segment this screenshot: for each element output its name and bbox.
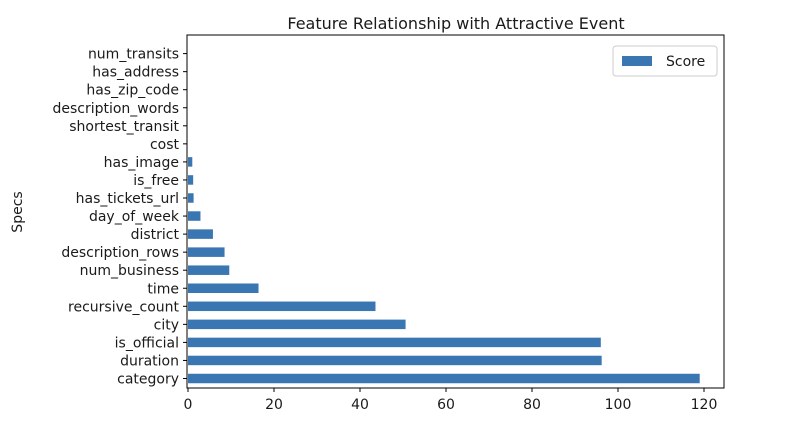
x-tick-label: 20 (265, 397, 283, 413)
x-tick-label: 100 (605, 397, 632, 413)
y-tick-label-recursive_count: recursive_count (68, 299, 179, 315)
x-tick-label: 120 (691, 397, 718, 413)
y-tick-label-district: district (131, 227, 180, 243)
bar-duration (188, 355, 602, 366)
y-tick-label-has_address: has_address (92, 65, 179, 81)
bar-description_rows (188, 247, 225, 257)
bar-city (188, 319, 406, 330)
y-tick-label-city: city (154, 317, 179, 333)
plot-frame (186, 34, 725, 389)
y-tick-label-is_official: is_official (115, 335, 179, 351)
bar-recursive_count (188, 301, 376, 312)
bar-has_image (188, 157, 193, 167)
bars-group (188, 157, 700, 384)
bar-num_business (188, 265, 230, 275)
y-tick-label-description_rows: description_rows (61, 245, 179, 261)
legend-swatch (622, 56, 652, 66)
chart-title: Feature Relationship with Attractive Eve… (287, 14, 624, 33)
bar-time (188, 283, 259, 293)
y-tick-label-num_transits: num_transits (88, 47, 179, 63)
y-axis-ticks: category duration is_official city recursive… (52, 47, 187, 388)
y-tick-label-is_free: is_free (133, 173, 179, 189)
bar-day_of_week (188, 211, 201, 221)
x-axis-ticks: 0 20 40 60 80 100 120 (184, 388, 718, 413)
bar-has_tickets_url (188, 193, 194, 203)
bar-category (188, 373, 700, 384)
y-tick-label-num_business: num_business (80, 263, 179, 279)
legend-box (612, 45, 718, 77)
legend: Score (612, 45, 718, 77)
legend-label: Score (666, 54, 705, 70)
x-tick-label: 80 (523, 397, 541, 413)
y-tick-label-has_image: has_image (104, 155, 179, 171)
y-tick-label-has_tickets_url: has_tickets_url (76, 191, 179, 207)
y-tick-label-cost: cost (150, 137, 180, 153)
bar-is_official (188, 337, 601, 348)
bar-district (188, 229, 213, 239)
y-tick-label-shortest_transit: shortest_transit (69, 119, 179, 135)
y-tick-label-has_zip_code: has_zip_code (86, 83, 179, 99)
y-tick-label-duration: duration (120, 353, 179, 369)
y-axis-label: Specs (10, 191, 26, 232)
y-tick-label-day_of_week: day_of_week (89, 209, 180, 225)
bar-is_free (188, 175, 194, 185)
y-tick-label-description_words: description_words (52, 101, 179, 117)
y-tick-label-time: time (147, 281, 179, 297)
x-tick-label: 60 (437, 397, 455, 413)
y-tick-label-category: category (117, 372, 179, 388)
x-tick-label: 0 (184, 397, 193, 413)
x-tick-label: 40 (351, 397, 369, 413)
